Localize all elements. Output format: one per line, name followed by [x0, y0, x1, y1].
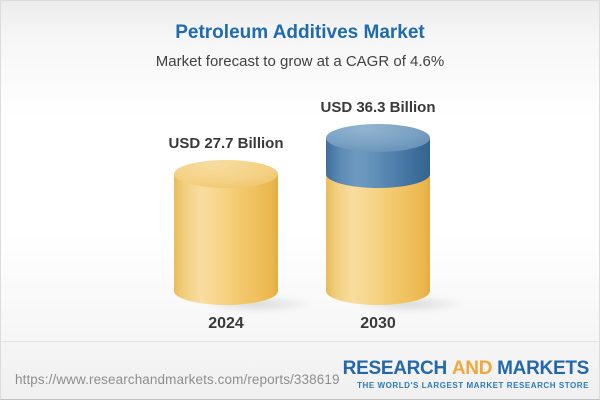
- brand-wordmark: RESEARCH AND MARKETS: [342, 358, 590, 379]
- brand-logo: RESEARCH AND MARKETS THE WORLD'S LARGEST M…: [342, 358, 590, 390]
- brand-tagline: THE WORLD'S LARGEST MARKET RESEARCH STOR…: [357, 381, 589, 390]
- cylinder-2024: [174, 160, 278, 305]
- brand-word-markets: MARKETS: [497, 358, 589, 379]
- cylinder-top-face: [326, 124, 430, 152]
- year-label-2024: 2024: [208, 315, 244, 332]
- page-title: Petroleum Additives Market: [175, 22, 425, 43]
- cylinder-bottom-cap: [174, 277, 278, 305]
- growth-segment-bottom-cap: [326, 160, 430, 189]
- cylinder-body: [174, 174, 278, 291]
- brand-word-and: AND: [451, 358, 493, 379]
- report-url[interactable]: https://www.researchandmarkets.com/repor…: [15, 372, 340, 387]
- footer-bar: https://www.researchandmarkets.com/repor…: [1, 341, 599, 399]
- brand-word-research: RESEARCH: [342, 358, 448, 379]
- cylinder-top-face: [174, 160, 278, 189]
- value-label-2024: USD 27.7 Billion: [168, 135, 284, 153]
- cylinder-2030: [326, 124, 430, 305]
- year-label-2030: 2030: [360, 315, 396, 332]
- cylinder-bottom-cap: [326, 277, 430, 305]
- page-subtitle: Market forecast to grow at a CAGR of 4.6…: [155, 53, 445, 70]
- value-label-2030: USD 36.3 Billion: [320, 99, 436, 116]
